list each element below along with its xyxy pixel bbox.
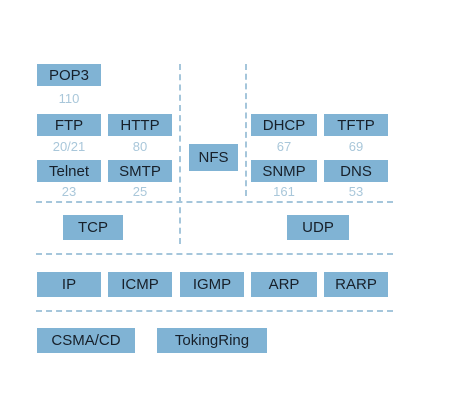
- divider-vertical-right: [245, 64, 247, 196]
- divider-vertical-left: [179, 64, 181, 244]
- protocol-udp: UDP: [287, 215, 349, 240]
- divider-network-link: [36, 310, 393, 312]
- protocol-dhcp: DHCP: [251, 114, 317, 136]
- protocol-igmp: IGMP: [180, 272, 244, 297]
- port-tftp: 69: [348, 139, 364, 154]
- protocol-tcp: TCP: [63, 215, 123, 240]
- protocol-http: HTTP: [108, 114, 172, 136]
- port-http: 80: [132, 139, 148, 154]
- port-telnet: 23: [61, 184, 77, 199]
- port-dhcp: 67: [276, 139, 292, 154]
- protocol-csma-cd: CSMA/CD: [37, 328, 135, 353]
- port-pop3: 110: [58, 91, 80, 106]
- protocol-nfs: NFS: [189, 144, 238, 171]
- protocol-ip: IP: [37, 272, 101, 297]
- protocol-icmp: ICMP: [108, 272, 172, 297]
- port-snmp: 161: [273, 184, 295, 199]
- protocol-token-ring: TokingRing: [157, 328, 267, 353]
- protocol-tftp: TFTP: [324, 114, 388, 136]
- protocol-snmp: SNMP: [251, 160, 317, 182]
- port-dns: 53: [348, 184, 364, 199]
- protocol-rarp: RARP: [324, 272, 388, 297]
- port-ftp: 20/21: [52, 139, 86, 154]
- divider-transport-network: [36, 253, 393, 255]
- protocol-pop3: POP3: [37, 64, 101, 86]
- protocol-telnet: Telnet: [37, 160, 101, 182]
- protocol-dns: DNS: [324, 160, 388, 182]
- protocol-ftp: FTP: [37, 114, 101, 136]
- port-smtp: 25: [132, 184, 148, 199]
- divider-application-transport: [36, 201, 393, 203]
- protocol-arp: ARP: [251, 272, 317, 297]
- protocol-smtp: SMTP: [108, 160, 172, 182]
